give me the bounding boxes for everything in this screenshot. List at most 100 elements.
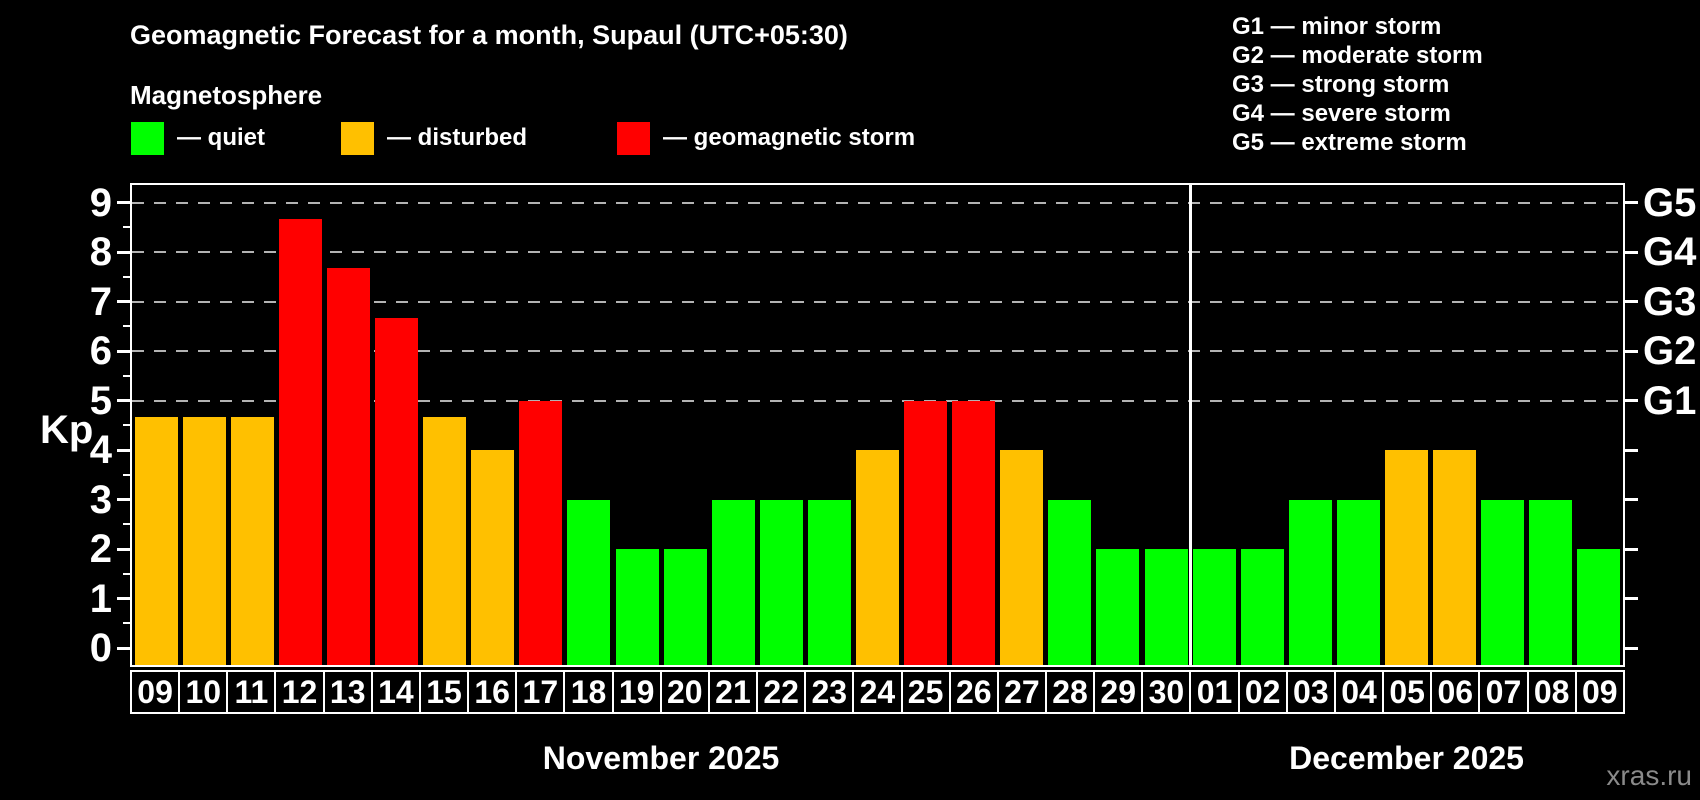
y-axis-tick-left bbox=[117, 250, 130, 254]
date-cell-nov-24: 24 bbox=[852, 670, 903, 714]
y-axis-tick-right bbox=[1625, 399, 1638, 402]
y-axis-label-5: 5 bbox=[89, 378, 112, 423]
g-scale-line-g1: G1 — minor storm bbox=[1232, 13, 1442, 40]
date-cell-nov-21: 21 bbox=[707, 670, 759, 714]
date-cell-dec-07: 07 bbox=[1478, 670, 1529, 714]
date-cell-nov-11: 11 bbox=[226, 670, 277, 714]
month-label-december: December 2025 bbox=[1289, 740, 1524, 776]
y-axis-minor-tick bbox=[123, 572, 130, 575]
kp-bar-nov-23 bbox=[807, 499, 851, 665]
kp-bar-nov-15 bbox=[423, 416, 467, 665]
date-cell-nov-12: 12 bbox=[274, 670, 325, 714]
x-axis-date-labels: 09 10 11 12 13 14 15 16 17 18 19 20 21 22 23 24 25 26 27 28… bbox=[130, 670, 1625, 714]
y-axis-tick-left bbox=[117, 349, 130, 353]
kp-bar-nov-24 bbox=[856, 450, 899, 665]
kp-bar-dec-09 bbox=[1577, 549, 1621, 665]
date-cell-dec-05: 05 bbox=[1382, 670, 1433, 714]
kp-bar-nov-29 bbox=[1096, 549, 1140, 665]
y-axis-tick-right bbox=[1625, 349, 1638, 353]
chart-subtitle: Magnetosphere bbox=[130, 80, 323, 110]
g-level-label-g5: G5 bbox=[1643, 180, 1697, 225]
g-level-label-g4: G4 bbox=[1643, 230, 1697, 274]
kp-bar-dec-05 bbox=[1385, 450, 1429, 665]
legend-item-quiet: — quiet bbox=[131, 120, 265, 156]
kp-bar-dec-03 bbox=[1288, 499, 1332, 665]
watermark: xras.ru bbox=[1606, 760, 1692, 791]
y-axis-label-7: 7 bbox=[89, 279, 112, 324]
y-axis-minor-tick bbox=[123, 226, 130, 229]
g-scale-line-g3: G3 — strong storm bbox=[1232, 71, 1450, 98]
y-axis-tick-right bbox=[1625, 597, 1638, 600]
legend-item-disturbed: — disturbed bbox=[341, 120, 527, 156]
y-axis-minor-tick bbox=[123, 622, 130, 625]
kp-bar-nov-18 bbox=[567, 499, 611, 665]
date-cell-nov-27: 27 bbox=[996, 670, 1047, 714]
legend-label-disturbed: — disturbed bbox=[387, 124, 528, 151]
kp-bar-nov-12 bbox=[278, 218, 322, 665]
y-axis-label-4: 4 bbox=[89, 428, 112, 472]
legend-swatch-quiet bbox=[131, 121, 164, 155]
date-cell-dec-06: 06 bbox=[1430, 670, 1481, 714]
y-axis-label-9: 9 bbox=[89, 180, 112, 225]
y-axis-label-6: 6 bbox=[89, 329, 112, 373]
date-cell-dec-08: 08 bbox=[1526, 670, 1577, 714]
date-cell-nov-23: 23 bbox=[804, 670, 855, 714]
date-cell-nov-19: 19 bbox=[611, 670, 662, 714]
y-axis-tick-left bbox=[117, 201, 130, 204]
date-cell-nov-28: 28 bbox=[1044, 670, 1096, 714]
y-axis-minor-tick bbox=[123, 325, 130, 328]
kp-bar-dec-04 bbox=[1336, 499, 1380, 665]
date-cell-nov-25: 25 bbox=[900, 670, 951, 714]
y-axis-tick-left bbox=[117, 498, 130, 501]
date-cell-nov-22: 22 bbox=[756, 670, 807, 714]
g-level-label-g3: G3 bbox=[1643, 279, 1697, 324]
kp-bar-nov-30 bbox=[1144, 549, 1188, 665]
y-axis-label-0: 0 bbox=[89, 626, 112, 670]
kp-bar-dec-08 bbox=[1529, 499, 1573, 665]
y-axis-minor-tick bbox=[123, 424, 130, 427]
g-scale-line-g4: G4 — severe storm bbox=[1232, 100, 1451, 127]
y-axis-title: Kp bbox=[40, 408, 94, 452]
kp-bar-nov-28 bbox=[1048, 499, 1092, 665]
g-level-label-g2: G2 bbox=[1643, 329, 1697, 373]
date-cell-nov-15: 15 bbox=[418, 670, 470, 714]
month-label-november: November 2025 bbox=[542, 740, 780, 776]
date-cell-nov-17: 17 bbox=[515, 670, 566, 714]
y-axis-tick-left bbox=[117, 597, 130, 600]
kp-bar-nov-21 bbox=[711, 499, 755, 665]
legend-swatch-disturbed bbox=[341, 121, 374, 155]
kp-bar-nov-17 bbox=[519, 400, 563, 665]
kp-bar-nov-25 bbox=[904, 400, 948, 665]
legend-swatch-storm bbox=[617, 121, 650, 155]
y-axis-minor-tick bbox=[123, 473, 130, 476]
y-axis-tick-right bbox=[1625, 448, 1638, 452]
y-axis-tick-right bbox=[1625, 300, 1638, 303]
date-cell-dec-01: 01 bbox=[1189, 670, 1240, 714]
date-cell-nov-13: 13 bbox=[322, 670, 373, 714]
gridline-kp-9 bbox=[132, 201, 1623, 204]
date-cell-nov-30: 30 bbox=[1141, 670, 1192, 714]
gridline-kp-7 bbox=[132, 300, 1623, 303]
date-cell-nov-26: 26 bbox=[948, 670, 999, 714]
kp-bar-nov-16 bbox=[471, 450, 515, 665]
plot-area bbox=[130, 183, 1625, 667]
chart-title: Geomagnetic Forecast for a month, Supaul… bbox=[130, 20, 848, 50]
y-axis-minor-tick bbox=[123, 374, 130, 377]
kp-bar-nov-27 bbox=[1000, 450, 1044, 665]
date-cell-nov-18: 18 bbox=[563, 670, 614, 714]
g-level-label-g1: G1 bbox=[1643, 378, 1697, 423]
date-cell-nov-14: 14 bbox=[370, 670, 421, 714]
gridline-kp-5 bbox=[132, 399, 1623, 402]
y-axis-minor-tick bbox=[123, 523, 130, 526]
date-cell-dec-04: 04 bbox=[1333, 670, 1385, 714]
date-cell-nov-29: 29 bbox=[1093, 670, 1144, 714]
legend-label-storm: — geomagnetic storm bbox=[663, 124, 916, 151]
y-axis-minor-tick bbox=[123, 275, 130, 278]
y-axis-tick-left bbox=[117, 399, 130, 402]
kp-bar-nov-20 bbox=[663, 549, 707, 665]
date-cell-nov-10: 10 bbox=[178, 670, 229, 714]
date-cell-nov-20: 20 bbox=[659, 670, 710, 714]
kp-bar-nov-14 bbox=[375, 317, 419, 665]
kp-bar-dec-02 bbox=[1240, 549, 1284, 665]
